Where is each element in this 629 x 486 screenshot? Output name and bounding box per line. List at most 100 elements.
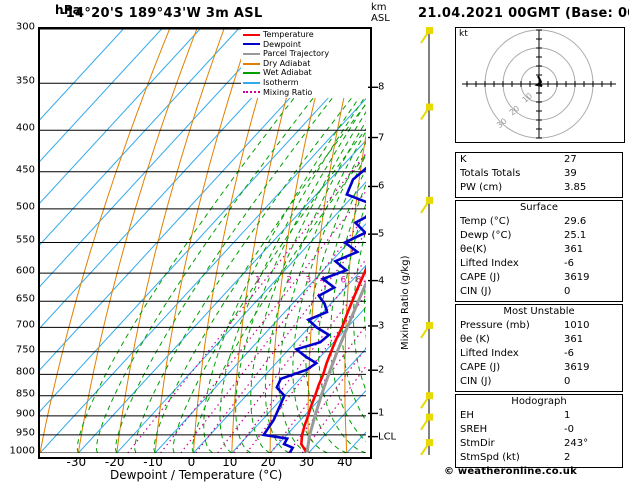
isotherm-line <box>40 29 239 246</box>
legend-label: Dewpoint <box>263 39 302 49</box>
wind-barb <box>420 196 433 214</box>
legend-swatch <box>243 91 260 94</box>
pressure-tick-550: 550 <box>15 234 35 246</box>
hodograph-ring-label: 10 <box>521 91 535 104</box>
wet-adiabat-line <box>191 153 366 453</box>
wind-barb <box>420 103 433 121</box>
x-axis-label: Dewpoint / Temperature (°C) <box>110 468 283 482</box>
most-unstable-value: 361 <box>564 334 584 345</box>
hodograph-stat-value: 243° <box>564 438 589 449</box>
stability-index-value: 39 <box>564 168 577 179</box>
surface-key: θe(K) <box>460 244 487 255</box>
pressure-tick-950: 950 <box>15 427 35 439</box>
temperature-tick-40: 40 <box>337 455 353 469</box>
stability-index-key: K <box>460 154 467 165</box>
surface-parcel-box: Surface Temp (°C) 29.6 Dewp (°C) 25.1 θe(K) 36… <box>455 200 623 302</box>
isotherm-line <box>40 29 124 121</box>
mixing-ratio-line <box>195 232 366 453</box>
hodograph-stat-value: 1 <box>564 410 571 421</box>
most-unstable-key: Pressure (mb) <box>460 320 530 331</box>
stability-index-row: PW (cm) 3.85 <box>456 181 622 195</box>
mixing-ratio-line <box>180 214 366 453</box>
most-unstable-row: θe (K) 361 <box>456 333 622 347</box>
surface-row: Lifted Index -6 <box>456 257 622 271</box>
temperature-tick--30: -30 <box>66 455 87 469</box>
legend-item-wet-adiabat: Wet Adiabat <box>243 68 365 78</box>
most-unstable-row: Pressure (mb) 1010 <box>456 319 622 333</box>
altitude-tick-5km: 5 <box>378 228 385 240</box>
most-unstable-row: CIN (J) 0 <box>456 375 622 389</box>
surface-row: θe(K) 361 <box>456 243 622 257</box>
pressure-tick-750: 750 <box>15 344 35 356</box>
wind-barb <box>420 321 433 339</box>
temperature-tick-0: 0 <box>187 455 196 469</box>
series-temperature <box>299 265 366 453</box>
legend-label: Wet Adiabat <box>263 68 312 78</box>
isotherm-line <box>40 29 162 162</box>
lcl-marker-label: LCL <box>378 431 397 443</box>
altitude-tick-marks <box>368 86 378 438</box>
most-unstable-key: CAPE (J) <box>460 362 501 373</box>
altitude-tick-4km: 4 <box>378 275 385 287</box>
mixing-ratio-value-label: 2 <box>286 276 292 286</box>
hodograph-stat-row: SREH -0 <box>456 423 622 437</box>
temperature-tick-20: 20 <box>260 455 276 469</box>
hodograph-stat-value: 2 <box>564 452 571 463</box>
stability-index-row: K 27 <box>456 153 622 167</box>
hodograph-stats-box: Hodograph EH 1 SREH -0 StmDir 243° StmSpd (kt) 2 <box>455 394 623 468</box>
mixing-ratio-value-label: 8 <box>356 276 362 286</box>
wet-adiabat-line <box>172 128 366 453</box>
altitude-tick-6km: 6 <box>378 180 385 192</box>
wet-adiabat-line <box>153 103 366 453</box>
surface-value: 0 <box>564 286 571 297</box>
surface-key: CAPE (J) <box>460 272 501 283</box>
surface-row: CAPE (J) 3619 <box>456 271 622 285</box>
most-unstable-value: 0 <box>564 376 571 387</box>
pressure-tick-650: 650 <box>15 293 35 305</box>
isotherm-line <box>40 29 201 204</box>
most-unstable-value: -6 <box>564 348 574 359</box>
legend-swatch <box>243 52 260 55</box>
series-dewpoint <box>261 166 366 453</box>
surface-row: Dewp (°C) 25.1 <box>456 229 622 243</box>
stability-index-value: 3.85 <box>564 182 587 193</box>
wet-adiabat-line <box>134 78 366 453</box>
km-unit-label-line1: km <box>371 2 387 13</box>
temperature-axis: -30 -20 -10 0 10 20 30 40 <box>38 455 368 469</box>
surface-value: 29.6 <box>564 216 587 227</box>
hodograph-stat-key: EH <box>460 410 474 421</box>
hodograph-stat-value: -0 <box>564 424 574 435</box>
dry-adiabat-line <box>154 29 252 453</box>
surface-row: Temp (°C) 29.6 <box>456 215 622 229</box>
legend-swatch <box>243 43 260 46</box>
legend-swatch <box>243 62 260 65</box>
stability-index-key: PW (cm) <box>460 182 503 193</box>
surface-row: CIN (J) 0 <box>456 285 622 299</box>
isotherm-line <box>231 306 366 453</box>
altitude-tick-3km: 3 <box>378 320 385 332</box>
wet-adiabat-line <box>203 87 366 453</box>
wind-barb <box>420 413 433 431</box>
hodograph-panel[interactable]: kt 10 20 30 <box>455 27 625 143</box>
mixing-ratio-value-label: 3 <box>306 276 312 286</box>
altitude-tick-8km: 8 <box>378 81 385 93</box>
surface-key: Temp (°C) <box>460 216 510 227</box>
mixing-ratio-line <box>160 190 366 453</box>
most-unstable-key: Lifted Index <box>460 348 519 359</box>
most-unstable-value: 1010 <box>564 320 590 331</box>
pressure-tick-400: 400 <box>15 122 35 134</box>
pressure-tick-800: 800 <box>15 366 35 378</box>
wet-adiabat-line <box>219 94 366 453</box>
legend-item-mixing-ratio: Mixing Ratio <box>243 88 365 98</box>
temperature-tick--20: -20 <box>104 455 125 469</box>
wind-barb <box>420 27 433 44</box>
legend-item-dewpoint: Dewpoint <box>243 40 365 50</box>
pressure-tick-450: 450 <box>15 164 35 176</box>
pressure-axis: 300 350 400 450 500 550 600 650 700 750 800 850 900 9… <box>0 22 35 457</box>
wet-adiabat-line <box>264 120 366 453</box>
isotherm-line <box>193 264 366 453</box>
mixing-ratio-line <box>127 152 366 453</box>
hodograph-stat-row: StmDir 243° <box>456 437 622 451</box>
